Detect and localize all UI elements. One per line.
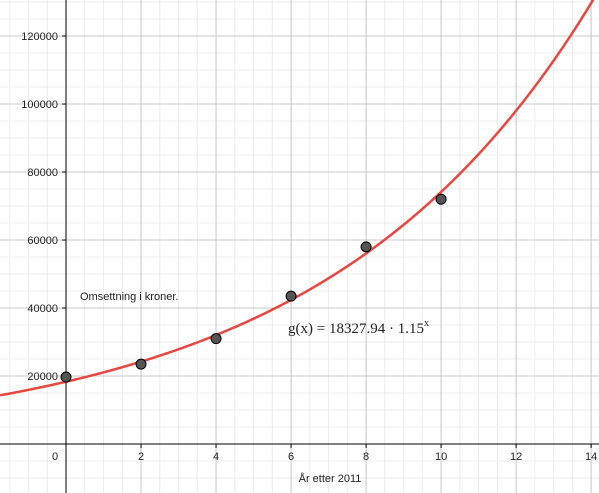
x-tick-label: 2 — [138, 451, 144, 463]
y-tick-label: 40000 — [27, 303, 58, 315]
x-tick-label: 4 — [213, 451, 219, 463]
fit-curve — [0, 0, 595, 397]
fit-equation: g(x) = 18327.94 · 1.15x — [288, 318, 429, 337]
x-axis-label: År etter 2011 — [299, 472, 362, 485]
y-tick-label: 20000 — [27, 371, 58, 383]
data-point — [285, 290, 297, 302]
x-tick-label: 8 — [363, 451, 369, 463]
x-tick-label: 10 — [435, 451, 447, 463]
y-tick-label: 120000 — [21, 31, 58, 43]
x-tick-label: 14 — [585, 451, 597, 463]
x-tick-label: 6 — [288, 451, 294, 463]
data-point — [210, 333, 222, 345]
x-tick-label: 0 — [52, 451, 58, 463]
y-tick-label: 100000 — [21, 99, 58, 111]
data-point — [60, 371, 72, 383]
y-tick-label: 80000 — [27, 167, 58, 179]
annotation: Omsettning i kroner. — [80, 291, 178, 303]
data-point — [435, 193, 447, 205]
y-tick-label: 60000 — [27, 235, 58, 247]
x-tick-label: 12 — [510, 451, 522, 463]
fit-equation-text: g(x) = 18327.94 · 1.15 — [288, 321, 424, 337]
data-point — [360, 241, 372, 253]
fit-equation-exponent: x — [424, 318, 429, 329]
data-point — [135, 358, 147, 370]
